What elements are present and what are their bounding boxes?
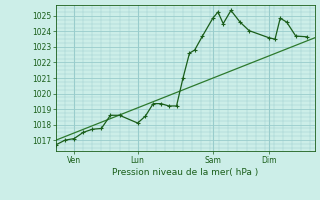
- X-axis label: Pression niveau de la mer( hPa ): Pression niveau de la mer( hPa ): [112, 168, 259, 177]
